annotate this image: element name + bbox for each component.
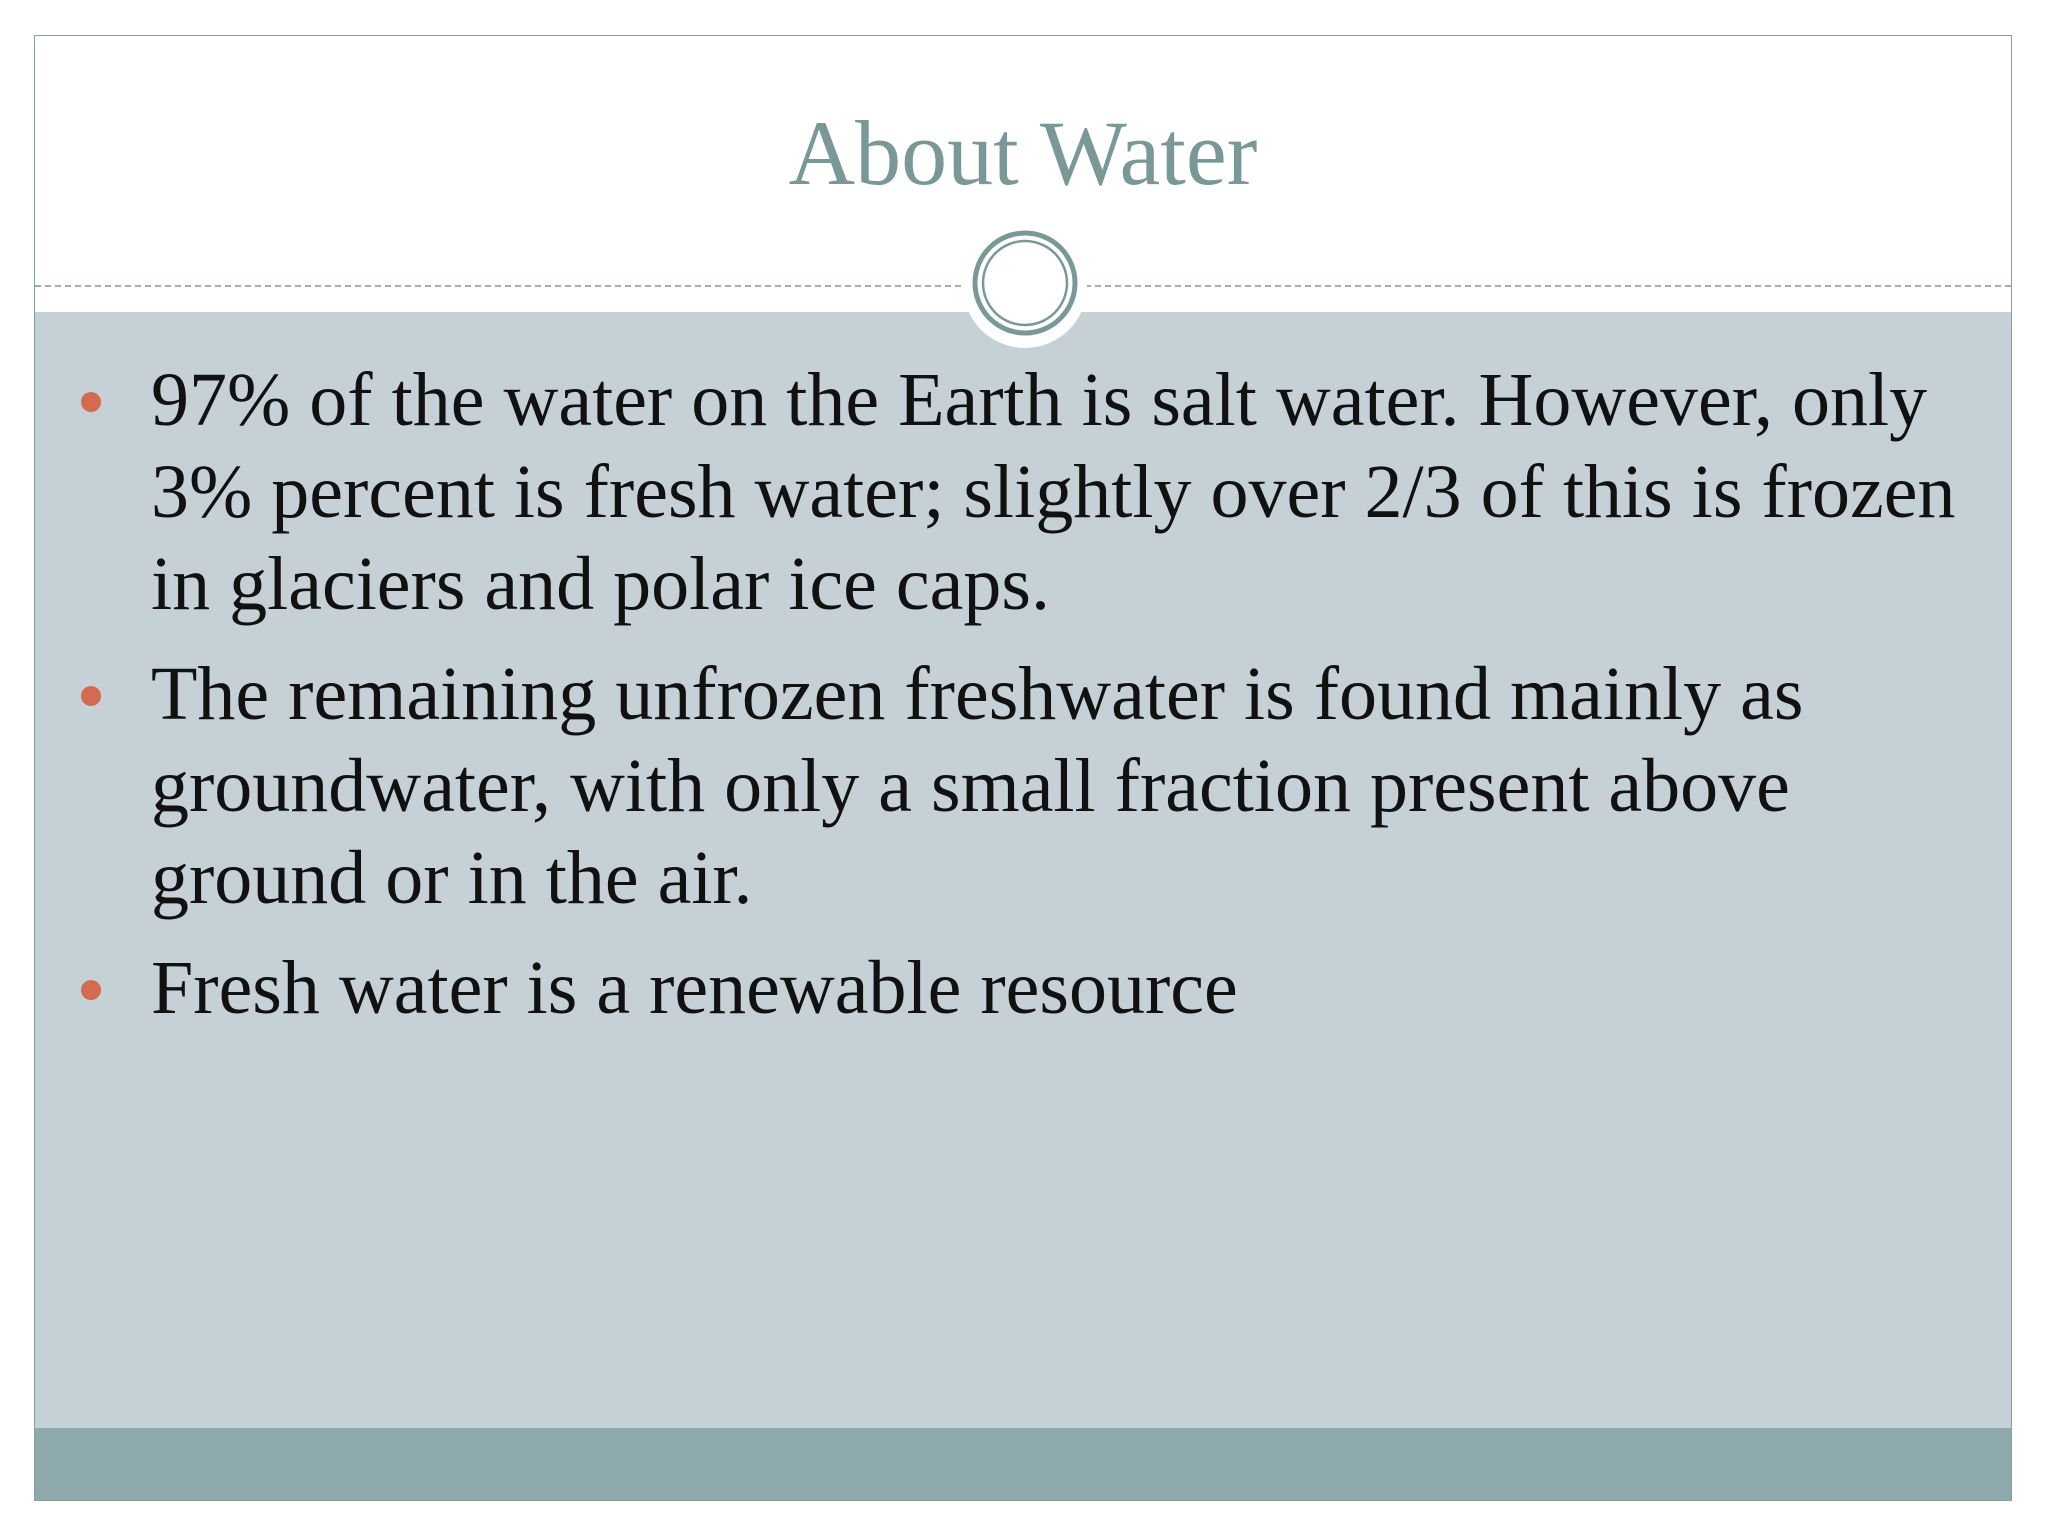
slide-title: About Water [788, 102, 1258, 204]
bullet-item: 97% of the water on the Earth is salt wa… [81, 354, 1991, 630]
slide: About Water 97% of the water on the Eart… [34, 35, 2012, 1501]
bullet-item: Fresh water is a renewable resource [81, 942, 1991, 1034]
bullet-item: The remaining unfrozen freshwater is fou… [81, 648, 1991, 924]
footer-band [35, 1428, 2011, 1500]
ornament [963, 224, 1087, 348]
bullet-list: 97% of the water on the Earth is salt wa… [81, 354, 1991, 1052]
ornament-inner-ring [981, 239, 1069, 327]
ornament-ring [972, 230, 1078, 336]
